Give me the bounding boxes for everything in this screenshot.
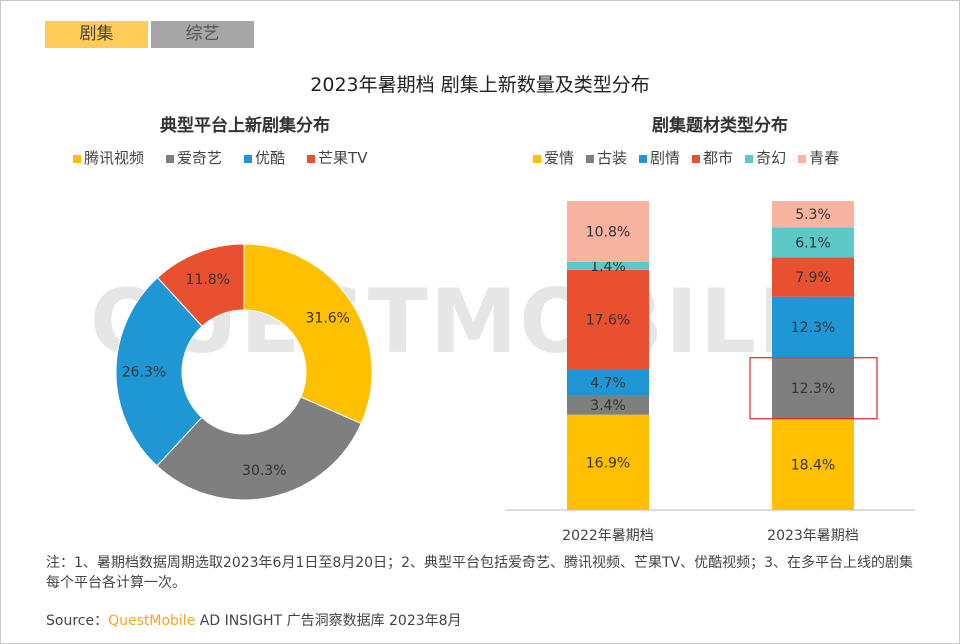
bar-label: 6.1% — [795, 235, 831, 251]
legend-item: 古装 — [586, 149, 627, 167]
legend-label: 优酷 — [255, 149, 286, 167]
bar-segment — [772, 257, 854, 297]
bar-segment — [567, 369, 649, 396]
bar-label: 3.4% — [590, 398, 626, 414]
legend-item: 爱情 — [533, 149, 574, 167]
bar-label: 4.7% — [590, 375, 626, 391]
bar-segment — [567, 261, 649, 270]
footnote: 注：1、暑期档数据周期选取2023年6月1日至8月20日；2、典型平台包括爱奇艺… — [46, 555, 914, 591]
legend-swatch — [692, 154, 701, 163]
slice-label: 30.3% — [242, 463, 286, 479]
bar-label: 1.4% — [590, 259, 626, 275]
donut-slice — [156, 243, 245, 327]
source-brand: QuestMobile — [108, 613, 196, 629]
legend-item: 奇幻 — [745, 149, 786, 167]
bar-segment — [772, 296, 854, 358]
legend-swatch — [533, 154, 541, 163]
legend-label: 古装 — [597, 149, 628, 167]
slice-label: 31.6% — [306, 310, 350, 326]
bar-segment — [567, 395, 649, 415]
x-tick-label: 2022年暑期档 — [562, 528, 654, 544]
bar-label: 5.3% — [795, 207, 831, 223]
legend-label: 爱情 — [544, 149, 575, 167]
legend-swatch — [166, 154, 175, 163]
legend-swatch — [586, 154, 595, 163]
legend-label: 都市 — [703, 149, 734, 167]
bar-segment — [567, 269, 649, 370]
legend-item: 爱奇艺 — [166, 149, 222, 167]
x-tick-label: 2023年暑期档 — [767, 528, 859, 544]
donut-title: 典型平台上新剧集分布 — [160, 116, 330, 136]
page-title: 2023年暑期档 剧集上新数量及类型分布 — [310, 74, 650, 96]
bar-title: 剧集题材类型分布 — [652, 116, 788, 136]
slice-label: 11.8% — [186, 272, 230, 288]
source: Source：QuestMobile AD INSIGHT 广告洞察数据库 20… — [46, 610, 462, 630]
legend-swatch — [798, 154, 807, 163]
legend-swatch — [244, 154, 253, 163]
legend-swatch — [745, 154, 754, 163]
bar-label: 10.8% — [586, 224, 630, 240]
bar-label: 12.3% — [791, 381, 835, 397]
tab-variety[interactable]: 综艺 — [151, 21, 254, 48]
bar-segment — [772, 357, 854, 419]
legend-label: 青春 — [809, 149, 840, 167]
bar-legend: 爱情 古装 剧情 都市 奇幻 青春 — [533, 147, 851, 168]
bar-segment — [772, 201, 854, 228]
tab-drama[interactable]: 剧集 — [45, 21, 148, 48]
legend-item: 优酷 — [244, 149, 285, 167]
donut-legend: 腾讯视频 爱奇艺 优酷 芒果TV — [73, 147, 389, 168]
bar-label: 12.3% — [791, 320, 835, 336]
legend-swatch — [307, 154, 316, 163]
donut-slice — [243, 243, 373, 425]
legend-item: 都市 — [692, 149, 733, 167]
legend-label: 剧情 — [650, 149, 681, 167]
bar-segment — [772, 418, 854, 510]
donut-slice — [115, 276, 203, 467]
bar-label: 16.9% — [586, 455, 630, 471]
legend-item: 剧情 — [639, 149, 680, 167]
legend-item: 腾讯视频 — [73, 149, 144, 167]
bar-label: 18.4% — [791, 457, 835, 473]
bar-label: 17.6% — [586, 312, 630, 328]
slice-label: 26.3% — [122, 365, 166, 381]
source-suffix: AD INSIGHT 广告洞察数据库 2023年8月 — [195, 613, 462, 629]
legend-item: 青春 — [798, 149, 839, 167]
legend-swatch — [73, 154, 81, 163]
bar-segment — [567, 414, 649, 510]
legend-label: 腾讯视频 — [84, 149, 145, 167]
bar-label: 7.9% — [795, 270, 831, 286]
bar-segment — [567, 201, 649, 262]
bar-segment — [772, 227, 854, 258]
donut-slice — [156, 396, 362, 501]
legend-label: 芒果TV — [318, 149, 368, 167]
legend-item: 芒果TV — [307, 149, 367, 167]
legend-swatch — [639, 154, 648, 163]
source-prefix: Source： — [46, 613, 109, 629]
legend-label: 奇幻 — [756, 149, 787, 167]
legend-label: 爱奇艺 — [177, 149, 223, 167]
